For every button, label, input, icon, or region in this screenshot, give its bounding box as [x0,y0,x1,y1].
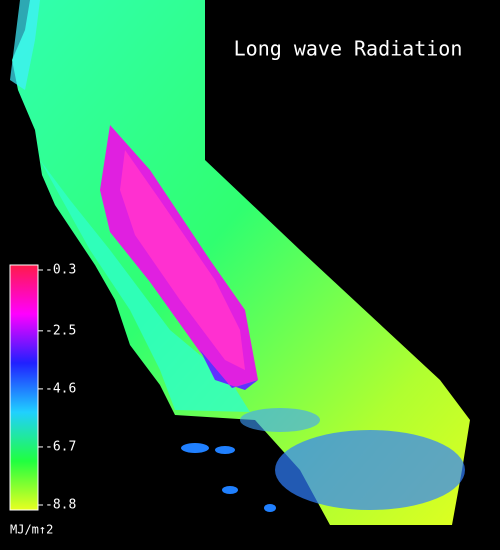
central-valley-core [120,150,245,370]
southern-mountains [240,408,320,432]
colorbar-label: MJ/m↑2 [10,523,53,537]
map-title: Long wave Radiation [234,37,463,61]
island [222,486,238,494]
colorbar-tick-label: -0.3 [45,263,76,278]
island [181,443,209,453]
colorbar-tick-label: -8.8 [45,498,76,513]
island [215,446,235,454]
southern-mountains [275,430,465,510]
coast-region [10,0,40,90]
state-shape [12,0,470,525]
valley-edge [200,350,258,390]
colorbar-tick-label: -4.6 [45,381,76,396]
colorbar [9,264,39,511]
colorbar-tick-label: -2.5 [45,323,76,338]
coast-region [40,160,250,412]
colorbar-tick-label: -6.7 [45,439,76,454]
island [264,504,276,512]
